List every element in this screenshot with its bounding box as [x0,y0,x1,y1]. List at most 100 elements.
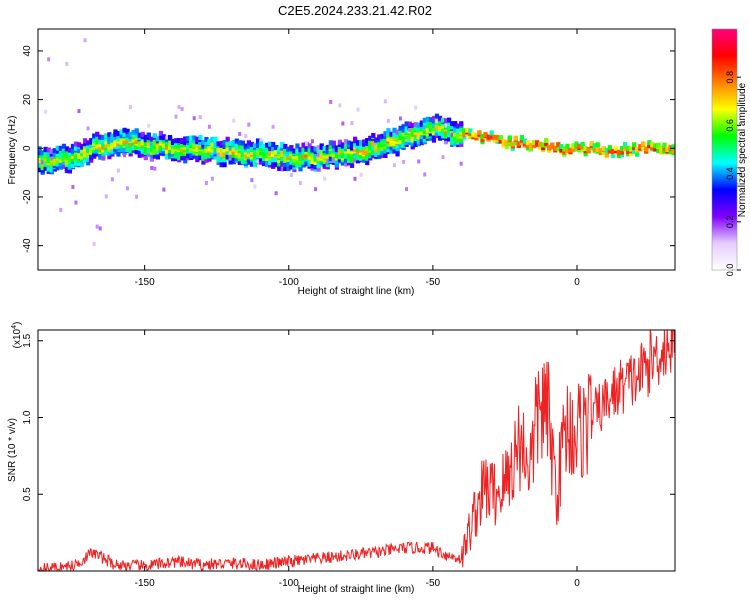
heatmap-cell [183,140,188,146]
heatmap-cell [158,145,164,151]
spectrogram-x-label: Height of straight line (km) [298,286,415,297]
heatmap-cell [150,166,154,171]
spectrogram-cells [38,38,675,247]
heatmap-cell [371,145,376,151]
heatmap-cell [174,144,179,150]
heatmap-cell [331,155,336,161]
spectrogram-x-ticks: -150 -100 -50 0 [135,29,580,288]
heatmap-cell [265,158,270,164]
heatmap-cell [359,147,364,153]
heatmap-cell [422,124,427,130]
heatmap-cell [131,129,136,135]
heatmap-cell [362,154,367,160]
heatmap-cell [431,115,437,121]
heatmap-cell [592,143,597,149]
heatmap-cell [38,167,42,173]
heatmap-cell [255,138,261,144]
heatmap-cell [437,135,443,141]
heatmap-cell [58,164,63,170]
heatmap-cell [204,154,209,160]
heatmap-cell [289,164,294,170]
heatmap-cell [186,148,191,154]
heatmap-cell [402,159,406,164]
heatmap-cell [456,134,461,140]
heatmap-cell [237,159,242,165]
heatmap-cell [334,153,339,159]
heatmap-cell [656,148,661,154]
heatmap-cell [189,140,194,146]
heatmap-cell [225,139,230,145]
heatmap-cell [110,133,115,139]
heatmap-cell [158,148,164,154]
heatmap-cell [38,146,42,152]
heatmap-cell [607,145,612,151]
heatmap-cell [207,146,212,152]
heatmap-cell [234,138,239,144]
heatmap-cell [595,146,600,152]
heatmap-cell [231,139,236,145]
snr-x-label: Height of straight line (km) [298,584,415,595]
heatmap-cell [204,136,209,142]
heatmap-cell [410,123,415,129]
heatmap-cell [149,136,154,142]
heatmap-cell [331,143,336,149]
heatmap-cell [671,148,675,154]
heatmap-cell [377,140,382,146]
heatmap-cell [368,135,373,141]
heatmap-cell [632,142,637,148]
heatmap-cell [398,125,403,131]
heatmap-cell [135,194,139,199]
heatmap-cell [128,134,133,140]
heatmap-cell [456,129,461,135]
snr-y-tick-label: 1.5 [22,333,33,347]
heatmap-cell [450,137,455,143]
snr-x-ticks: -150 -100 -50 0 [135,330,580,589]
heatmap-cell [164,137,170,143]
heatmap-cell [225,142,230,148]
heatmap-cell [510,141,515,147]
heatmap-cell [298,155,303,161]
heatmap-cell [319,153,324,159]
heatmap-cell [161,138,167,144]
heatmap-cell [131,137,136,143]
heatmap-cell [298,147,303,153]
heatmap-cell [459,141,464,147]
heatmap-cell [55,148,60,154]
heatmap-cell [547,147,552,153]
heatmap-cell [383,131,388,137]
heatmap-cell [453,134,458,140]
heatmap-cell [414,105,418,110]
heatmap-cell [153,166,157,171]
heatmap-cell [101,142,106,148]
heatmap-cell [234,145,239,151]
heatmap-cell [286,154,291,160]
heatmap-cell [574,146,579,152]
heatmap-cell [528,142,534,148]
heatmap-cell [580,147,585,153]
heatmap-cell [207,151,212,157]
heatmap-cell [632,144,637,150]
snr-y-ticks: 0.5 1.0 1.5 [22,333,675,501]
heatmap-cell [325,149,330,155]
heatmap-cell [377,134,382,140]
heatmap-cell [134,139,139,145]
heatmap-cell [607,148,612,154]
heatmap-cell [271,141,276,147]
heatmap-cell [562,146,567,152]
heatmap-cell [110,147,115,153]
heatmap-cell [410,137,415,143]
heatmap-cell [428,117,434,123]
heatmap-cell [134,149,139,155]
heatmap-cell [131,147,136,153]
heatmap-cell [67,147,73,153]
heatmap-cell [86,126,90,131]
heatmap-cell [195,154,200,160]
heatmap-cell [419,120,424,126]
heatmap-cell [249,145,255,151]
heatmap-cell [565,148,570,154]
heatmap-cell [583,146,588,152]
heatmap-cell [383,144,388,150]
heatmap-cell [131,134,136,140]
heatmap-cell [83,154,88,160]
heatmap-cell [164,148,170,154]
